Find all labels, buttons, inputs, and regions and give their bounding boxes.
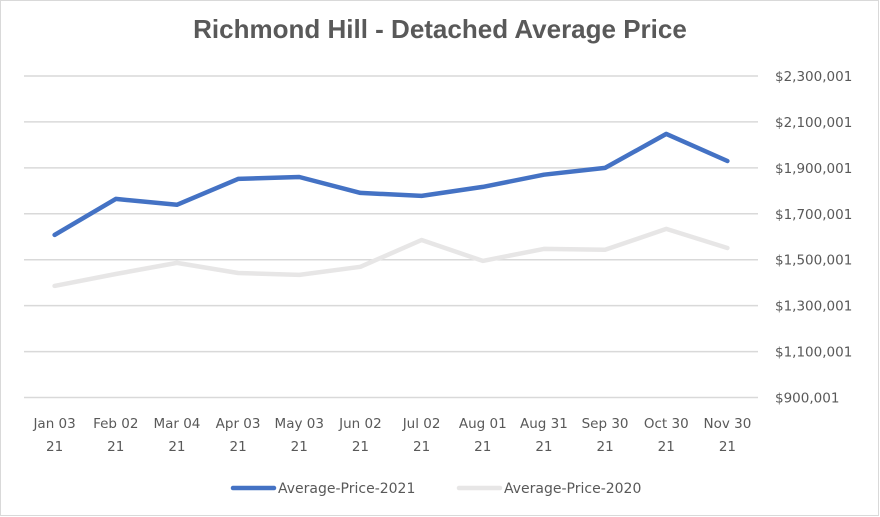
x-tick-label-year: 21 <box>168 439 185 455</box>
legend-label: Average-Price-2020 <box>504 481 641 497</box>
x-axis-ticks: Jan 03 21 Feb 02 21 Mar 04 21 Apr 03 21 May 03 21… <box>32 416 751 455</box>
y-tick-label: $1,700,001 <box>775 207 852 223</box>
y-tick-label: $2,300,001 <box>775 69 852 85</box>
y-tick-label: $1,300,001 <box>775 299 852 315</box>
x-tick-label: Apr 03 <box>216 416 261 432</box>
x-tick-label: Feb 02 <box>93 416 138 432</box>
y-axis-ticks: $2,300,001 $2,100,001 $1,900,001 $1,700,001… <box>775 69 852 407</box>
x-tick-label-year: 21 <box>596 439 613 455</box>
x-tick-label: May 03 <box>275 416 324 432</box>
series-line-average-price-2021 <box>52 131 730 238</box>
x-tick-label: Sep 30 <box>582 416 629 432</box>
x-tick-label: Jun 02 <box>338 416 382 432</box>
x-tick-label-year: 21 <box>229 439 246 455</box>
y-tick-label: $900,001 <box>775 391 839 407</box>
legend: Average-Price-2021 Average-Price-2020 <box>230 481 641 497</box>
x-tick-label-year: 21 <box>291 439 308 455</box>
legend-item: Average-Price-2021 <box>230 481 415 497</box>
chart-title: Richmond Hill - Detached Average Price <box>193 14 687 44</box>
x-tick-label: Mar 04 <box>153 416 200 432</box>
gridlines <box>24 75 758 399</box>
series-line-average-price-2020 <box>52 226 730 289</box>
x-tick-label: Jan 03 <box>32 416 75 432</box>
x-tick-label-year: 21 <box>352 439 369 455</box>
x-tick-label-year: 21 <box>413 439 430 455</box>
x-tick-label: Aug 31 <box>520 416 568 432</box>
legend-label: Average-Price-2021 <box>278 481 415 497</box>
x-tick-label: Oct 30 <box>644 416 689 432</box>
x-tick-label-year: 21 <box>46 439 63 455</box>
legend-item: Average-Price-2020 <box>456 481 641 497</box>
x-tick-label-year: 21 <box>107 439 124 455</box>
y-tick-label: $1,500,001 <box>775 253 852 269</box>
x-tick-label-year: 21 <box>474 439 491 455</box>
y-tick-label: $1,900,001 <box>775 161 852 177</box>
series-lines <box>52 131 730 289</box>
x-tick-label-year: 21 <box>719 439 736 455</box>
x-tick-label-year: 21 <box>535 439 552 455</box>
x-tick-label: Jul 02 <box>402 416 441 432</box>
y-tick-label: $2,100,001 <box>775 115 852 131</box>
x-tick-label-year: 21 <box>658 439 675 455</box>
x-tick-label: Nov 30 <box>704 416 752 432</box>
x-tick-label: Aug 01 <box>459 416 507 432</box>
y-tick-label: $1,100,001 <box>775 345 852 361</box>
